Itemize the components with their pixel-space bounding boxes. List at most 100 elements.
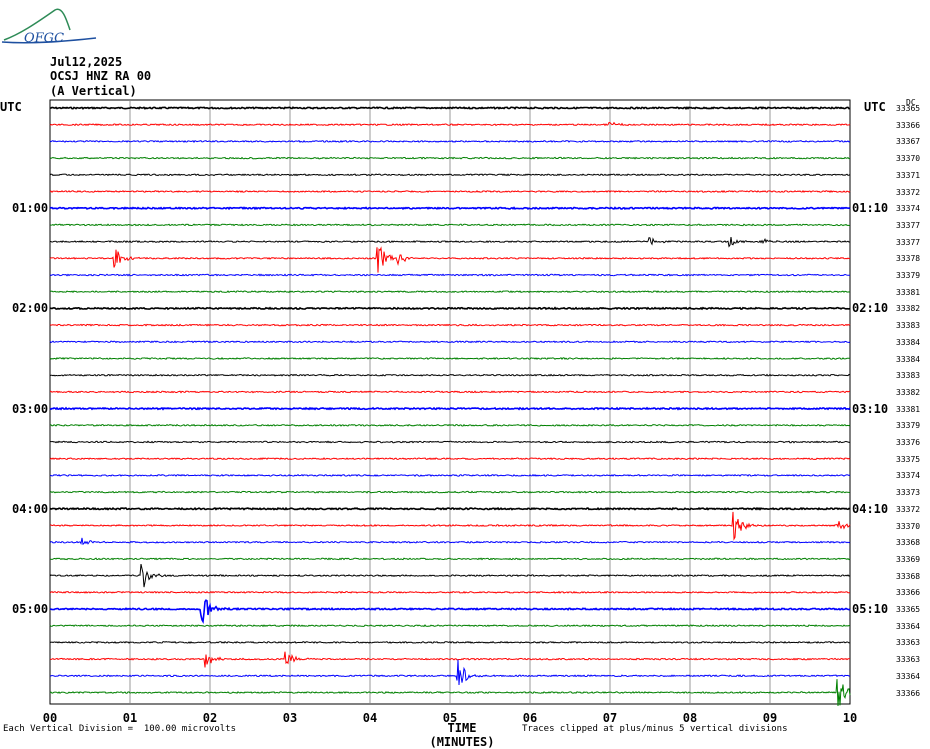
- ofgc-logo: OFGC: [1, 8, 97, 46]
- trace-row-6: [49, 206, 851, 211]
- trace-row-19: [49, 423, 851, 427]
- trace-row-33: [49, 651, 851, 668]
- x-tick-label: 01: [122, 711, 138, 725]
- x-tick-label: 10: [842, 711, 858, 725]
- right-hour-label: 04:10: [852, 501, 889, 516]
- trace-row-1: [49, 121, 851, 127]
- trace-row-18: [49, 406, 851, 411]
- component-label: (A Vertical): [50, 84, 137, 98]
- dc-offset-label: 33365: [896, 605, 921, 614]
- x-tick-label: 00: [42, 711, 58, 725]
- x-tick-label: 03: [282, 711, 298, 725]
- dc-offset-label: 33364: [896, 671, 921, 681]
- dc-offset-label: 33383: [896, 321, 921, 331]
- dc-offset-label: 33366: [896, 120, 921, 130]
- x-tick-label: 08: [682, 711, 698, 725]
- trace-row-27: [50, 557, 851, 561]
- trace-row-21: [49, 457, 851, 461]
- dc-offset-label: 33382: [896, 304, 921, 314]
- trace-row-22: [49, 473, 851, 477]
- dc-offset-label: 33370: [896, 521, 921, 531]
- footer-clip-note: Traces clipped at plus/minus 5 vertical …: [522, 724, 788, 734]
- right-hour-label: 01:10: [852, 201, 889, 216]
- dc-offset-label: 33375: [896, 454, 921, 464]
- trace-row-16: [49, 373, 851, 377]
- trace-row-30: [49, 599, 851, 624]
- trace-row-4: [49, 173, 851, 177]
- trace-row-10: [49, 273, 851, 277]
- dc-offset-label: 33372: [896, 187, 921, 197]
- trace-row-26: [49, 537, 851, 546]
- trace-row-28: [49, 563, 851, 588]
- x-tick-label: 09: [762, 711, 778, 725]
- trace-row-34: [49, 659, 851, 686]
- left-hour-label: 03:00: [12, 401, 49, 416]
- trace-row-8: [49, 237, 851, 248]
- right-utc-label: UTC: [864, 100, 886, 114]
- dc-offset-label: 33366: [896, 588, 921, 598]
- dc-offset-label: 33364: [896, 621, 921, 631]
- dc-offset-label: 33365: [896, 104, 921, 113]
- trace-row-20: [49, 440, 851, 444]
- logo-swoosh: [3, 8, 71, 41]
- trace-row-31: [49, 624, 851, 628]
- dc-offset-label: 33374: [896, 204, 921, 214]
- trace-row-5: [49, 189, 851, 194]
- x-tick-label: 04: [362, 711, 378, 725]
- dc-offset-label: 33379: [896, 421, 921, 431]
- dc-offset-label: 33373: [896, 488, 921, 498]
- dc-offset-label: 33382: [896, 387, 921, 397]
- left-hour-label: 05:00: [12, 602, 49, 616]
- trace-row-12: [49, 306, 851, 311]
- x-tick-label: 05: [442, 711, 458, 725]
- trace-row-29: [49, 590, 851, 594]
- dc-offset-label: 33384: [896, 354, 921, 364]
- trace-row-7: [49, 223, 851, 227]
- right-hour-label: 05:10: [852, 602, 889, 616]
- station-label: OCSJ HNZ RA 00: [50, 69, 152, 83]
- dc-offset-label: 33367: [896, 137, 921, 147]
- trace-row-23: [49, 490, 851, 494]
- dc-offset-label: 33369: [896, 554, 921, 564]
- x-tick-label: 02: [202, 711, 218, 725]
- trace-row-13: [49, 323, 851, 327]
- trace-row-25: [49, 511, 851, 541]
- right-hour-label: 02:10: [852, 301, 889, 316]
- dc-offset-label: 33363: [896, 638, 921, 648]
- right-hour-label: 03:10: [852, 401, 889, 416]
- trace-row-17: [49, 390, 850, 394]
- trace-row-9: [49, 246, 851, 273]
- trace-row-24: [49, 506, 851, 511]
- dc-offset-label: 33383: [896, 371, 921, 381]
- dc-offset-label: 33377: [896, 237, 921, 247]
- dc-offset-label: 33377: [896, 220, 921, 230]
- trace-row-15: [49, 356, 851, 361]
- trace-row-11: [49, 290, 851, 294]
- trace-row-2: [49, 139, 851, 143]
- left-hour-label: 04:00: [12, 501, 49, 516]
- footer-vertical-division: Each Vertical Division = 100.00 microvol…: [3, 724, 236, 734]
- dc-offset-label: 33374: [896, 471, 921, 481]
- left-utc-label: UTC: [0, 100, 22, 114]
- trace-row-3: [49, 156, 850, 160]
- dc-offset-label: 33376: [896, 438, 921, 447]
- left-hour-label: 01:00: [12, 201, 49, 216]
- dc-offset-label: 33368: [896, 538, 921, 548]
- trace-row-32: [49, 640, 851, 644]
- dc-offset-label: 33368: [896, 571, 921, 581]
- date-label: Jul12,2025: [50, 55, 123, 69]
- dc-offset-label: 33384: [896, 337, 921, 347]
- dc-offset-label: 33371: [896, 170, 921, 180]
- dc-offset-label: 33378: [896, 254, 921, 264]
- dc-offset-label: 33370: [896, 154, 921, 164]
- logo-text: OFGC: [24, 31, 64, 46]
- x-tick-label: 07: [602, 711, 618, 725]
- dc-offset-label: 33379: [896, 271, 921, 280]
- trace-row-0: [49, 106, 851, 110]
- dc-offset-label: 33366: [896, 688, 921, 698]
- dc-offset-label: 33363: [896, 655, 921, 665]
- trace-row-35: [49, 679, 851, 707]
- dc-label: DC: [906, 98, 916, 107]
- trace-row-14: [49, 340, 851, 344]
